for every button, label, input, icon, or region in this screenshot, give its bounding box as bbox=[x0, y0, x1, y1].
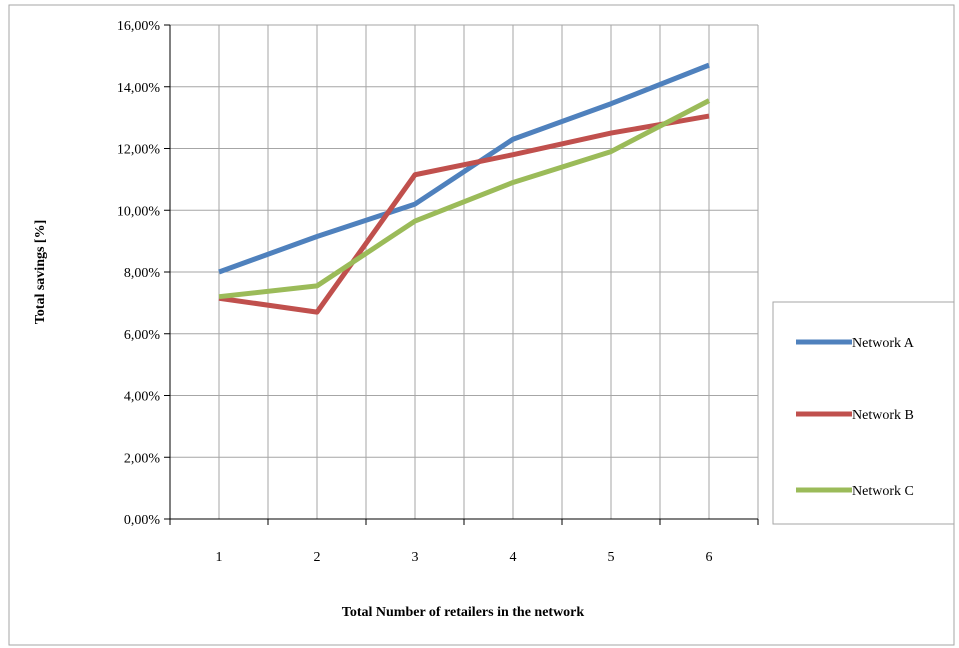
series-lines bbox=[218, 62, 711, 315]
x-tick-labels: 1 2 3 4 5 6 bbox=[216, 550, 713, 565]
series-line-2 bbox=[218, 113, 710, 315]
y-tick-labels: 0,00% 2,00% 4,00% 6,00% 8,00% 10,00% 12,00% 14,… bbox=[117, 19, 161, 528]
x-tick-label: 1 bbox=[216, 550, 223, 565]
y-axis-title: Total savings [%] bbox=[33, 220, 48, 325]
series-line-3 bbox=[218, 98, 711, 300]
y-tick-label: 14,00% bbox=[117, 81, 161, 96]
legend-label: Network A bbox=[852, 336, 915, 351]
axes bbox=[164, 24, 759, 525]
x-tick-label: 5 bbox=[608, 550, 615, 565]
x-tick-label: 2 bbox=[314, 550, 321, 565]
y-tick-label: 10,00% bbox=[117, 204, 161, 219]
y-tick-label: 6,00% bbox=[124, 328, 161, 343]
y-tick-label: 0,00% bbox=[124, 513, 161, 528]
x-tick-label: 3 bbox=[412, 550, 419, 565]
y-tick-label: 4,00% bbox=[124, 390, 161, 405]
y-tick-label: 2,00% bbox=[124, 451, 161, 466]
y-tick-label: 16,00% bbox=[117, 19, 161, 34]
legend: Network A Network B Network C bbox=[772, 301, 955, 525]
legend-label: Network B bbox=[852, 408, 914, 423]
series-line-1 bbox=[218, 62, 710, 275]
x-tick-label: 4 bbox=[510, 550, 517, 565]
y-tick-label: 12,00% bbox=[117, 143, 161, 158]
legend-label: Network C bbox=[852, 484, 914, 499]
y-tick-label: 8,00% bbox=[124, 266, 161, 281]
x-tick-label: 6 bbox=[706, 550, 713, 565]
x-axis-title: Total Number of retailers in the network bbox=[342, 605, 585, 620]
